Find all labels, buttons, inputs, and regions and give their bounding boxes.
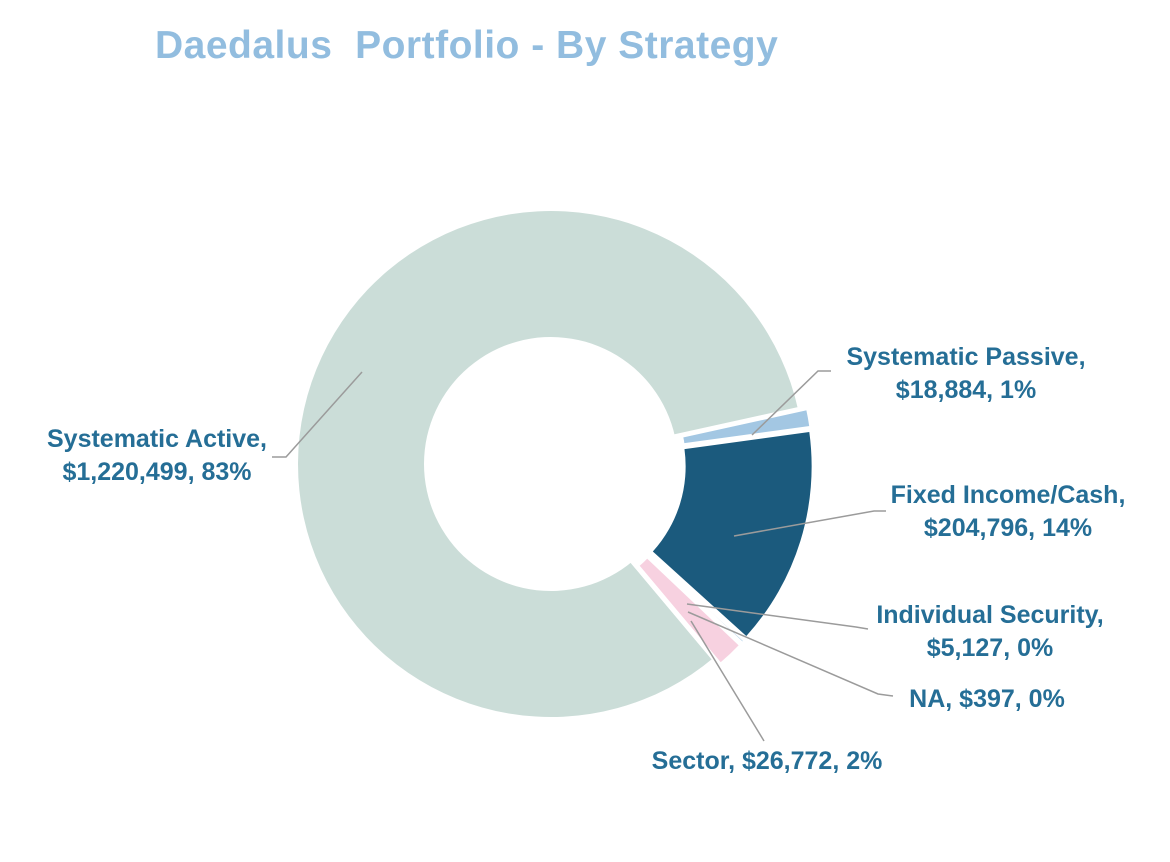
callout-line: Sector, $26,772, 2%	[651, 747, 883, 775]
callout-line: Individual Security,	[876, 601, 1104, 629]
leader-line-individual-security	[686, 603, 869, 630]
callout-line: Systematic Active,	[46, 425, 268, 453]
leader-line-systematic-active	[272, 371, 363, 458]
slice-separator	[640, 544, 750, 645]
callout-line: $204,796, 14%	[923, 514, 1093, 542]
callout-individual-security: Individual Security, $5,127, 0%	[876, 599, 1103, 665]
slice-systematic-passive[interactable]	[682, 408, 810, 446]
callout-systematic-passive: Systematic Passive, $18,884, 1%	[846, 341, 1085, 407]
callout-fixed-income-cash: Fixed Income/Cash, $204,796, 14%	[891, 479, 1126, 545]
callout-line: $1,220,499, 83%	[62, 458, 252, 486]
chart-title: Daedalus Portfolio - By Strategy	[155, 24, 779, 67]
callout-sector: Sector, $26,772, 2%	[652, 745, 883, 778]
leader-line-systematic-passive	[751, 370, 831, 436]
leader-line-sector	[690, 620, 765, 742]
slice-separator	[638, 546, 746, 649]
leader-line-fixed-income-cash	[733, 510, 886, 537]
callout-systematic-active: Systematic Active, $1,220,499, 83%	[47, 423, 267, 489]
callout-line: Fixed Income/Cash,	[890, 481, 1126, 509]
callout-line: $18,884, 1%	[895, 376, 1037, 404]
slice-sector[interactable]	[638, 557, 741, 664]
slice-separator	[672, 425, 815, 450]
callout-line: Systematic Passive,	[846, 343, 1086, 371]
slice-separator	[628, 556, 724, 670]
callout-line: $5,127, 0%	[926, 634, 1054, 662]
slice-fixed-income-cash[interactable]	[652, 431, 812, 637]
callout-line: NA, $397, 0%	[909, 685, 1065, 713]
callout-na: NA, $397, 0%	[909, 683, 1065, 716]
leader-line-na	[687, 611, 894, 697]
slice-systematic-active[interactable]	[298, 210, 799, 717]
slice-separator	[670, 404, 812, 441]
